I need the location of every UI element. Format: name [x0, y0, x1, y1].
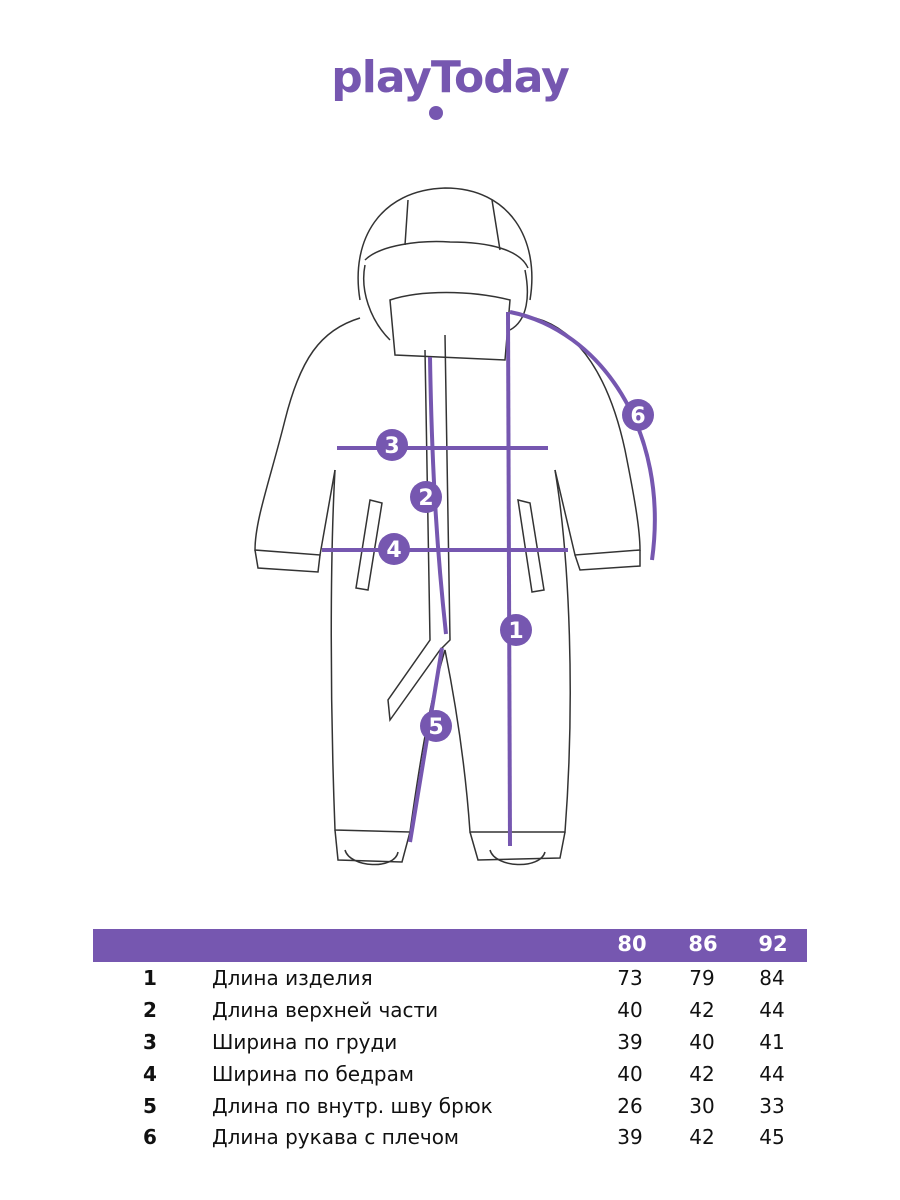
marker-2: 2 [418, 486, 433, 511]
value-80: 39 [617, 1125, 643, 1149]
row-label: Длина верхней части [212, 998, 439, 1022]
value-86: 79 [689, 966, 715, 990]
value-86: 42 [689, 1125, 715, 1149]
value-92: 41 [759, 1030, 785, 1054]
measure-badges: 1 2 3 4 5 6 [376, 399, 654, 742]
value-86: 42 [689, 1062, 715, 1086]
marker-4: 4 [386, 538, 401, 563]
jumpsuit-outline [254, 187, 641, 866]
row-label: Длина по внутр. шву брюк [212, 1094, 493, 1118]
garment-diagram: 1 2 3 4 5 6 [254, 187, 657, 866]
marker-6: 6 [630, 404, 645, 429]
value-92: 45 [759, 1125, 785, 1149]
row-number: 6 [143, 1125, 157, 1149]
marker-3: 3 [384, 434, 399, 459]
brand-logo: playToday [331, 52, 570, 103]
size-92: 92 [758, 932, 788, 956]
size-table-header: 80 86 92 [93, 929, 807, 962]
logo-dot [429, 106, 443, 120]
measure-line-5 [408, 647, 444, 843]
value-86: 40 [689, 1030, 715, 1054]
row-label: Ширина по груди [212, 1030, 398, 1054]
row-number: 4 [143, 1062, 157, 1086]
table-row: 5 Длина по внутр. шву брюк 26 30 33 [0, 1094, 900, 1126]
row-number: 2 [143, 998, 157, 1022]
row-label: Ширина по бедрам [212, 1062, 414, 1086]
value-86: 30 [689, 1094, 715, 1118]
table-row: 3 Ширина по груди 39 40 41 [0, 1030, 900, 1062]
row-label: Длина рукава с плечом [212, 1125, 460, 1149]
value-92: 33 [759, 1094, 785, 1118]
table-row: 2 Длина верхней части 40 42 44 [0, 998, 900, 1030]
table-row: 1 Длина изделия 73 79 84 [0, 966, 900, 998]
marker-5: 5 [428, 715, 443, 740]
value-80: 40 [617, 1062, 643, 1086]
measure-line-1 [506, 311, 512, 847]
marker-1: 1 [508, 619, 523, 644]
value-92: 84 [759, 966, 785, 990]
value-92: 44 [759, 1062, 785, 1086]
value-80: 40 [617, 998, 643, 1022]
value-86: 42 [689, 998, 715, 1022]
measure-line-2 [428, 356, 448, 635]
row-number: 1 [143, 966, 157, 990]
value-80: 39 [617, 1030, 643, 1054]
size-86: 86 [688, 932, 718, 956]
row-label: Длина изделия [212, 966, 373, 990]
value-80: 73 [617, 966, 643, 990]
size-80: 80 [617, 932, 647, 956]
value-80: 26 [617, 1094, 643, 1118]
measure-line-6 [509, 310, 657, 561]
table-row: 4 Ширина по бедрам 40 42 44 [0, 1062, 900, 1094]
value-92: 44 [759, 998, 785, 1022]
row-number: 5 [143, 1094, 157, 1118]
row-number: 3 [143, 1030, 157, 1054]
table-row: 6 Длина рукава с плечом 39 42 45 [0, 1125, 900, 1157]
measure-lines [322, 310, 657, 847]
